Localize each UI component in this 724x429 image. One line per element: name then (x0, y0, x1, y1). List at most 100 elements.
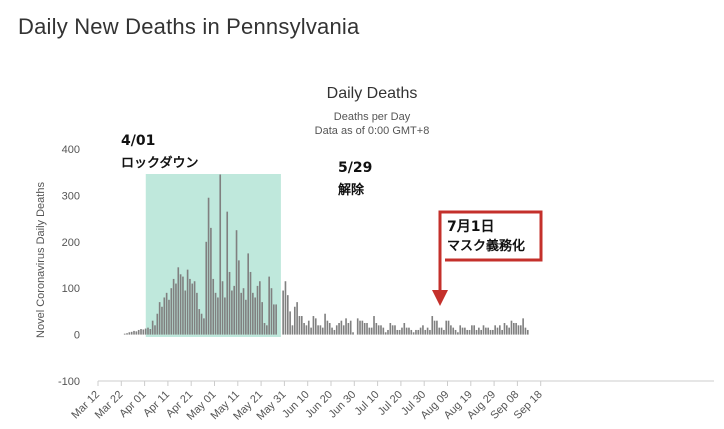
bar (417, 329, 420, 335)
bar (163, 297, 166, 335)
bar (389, 323, 392, 335)
bar (496, 327, 499, 335)
bar (231, 290, 233, 335)
bar (464, 327, 466, 335)
bar (489, 329, 492, 335)
bar (482, 325, 485, 335)
bar (161, 306, 163, 335)
y-tick-label: -100 (58, 376, 80, 388)
bar (342, 325, 345, 335)
mask-mandate-label: マスク義務化 (447, 239, 526, 254)
bar (126, 333, 128, 335)
bar (207, 197, 210, 335)
bar (189, 278, 191, 335)
bar (147, 327, 149, 335)
lockdown-lift-label: 解除 (338, 183, 365, 198)
bar (254, 297, 256, 335)
bar (212, 278, 215, 335)
bar (450, 325, 452, 335)
bar (452, 327, 455, 335)
bar (370, 327, 373, 335)
bar (135, 331, 138, 335)
bar (494, 325, 496, 335)
bar (445, 320, 448, 335)
bar (217, 297, 219, 335)
bar (270, 288, 273, 335)
bar (512, 323, 515, 335)
bar (200, 313, 203, 335)
bar (503, 323, 506, 335)
bar (196, 292, 198, 335)
bar (396, 329, 399, 335)
bar (461, 327, 464, 335)
bar (403, 323, 406, 335)
bar (410, 329, 413, 335)
bar (419, 327, 422, 335)
bar (273, 304, 275, 335)
bar (154, 325, 156, 335)
bar (289, 311, 291, 335)
bar (137, 329, 140, 335)
bar (198, 309, 201, 335)
bar (130, 331, 133, 335)
bar (519, 325, 522, 335)
bar (431, 316, 434, 335)
bar (321, 327, 324, 335)
bar (429, 329, 431, 335)
bar (324, 313, 326, 335)
bar (170, 288, 173, 335)
bar (149, 329, 152, 335)
bar (468, 329, 471, 335)
bar (240, 292, 243, 335)
bar (291, 325, 294, 335)
y-tick-label: 300 (62, 190, 80, 202)
bar (398, 329, 401, 335)
bar (394, 325, 396, 335)
bar (275, 304, 277, 335)
bar (226, 211, 229, 335)
bar (235, 230, 238, 335)
chart-subtitle: Deaths per Day (334, 111, 411, 123)
bar (224, 297, 226, 335)
bar (168, 299, 170, 335)
bar (310, 327, 312, 335)
bar-series (123, 174, 529, 335)
bar (506, 325, 508, 335)
chart-title: Daily Deaths (327, 85, 418, 102)
bar (438, 327, 441, 335)
bar (366, 323, 368, 335)
x-tick-label: Jul 10 (352, 389, 381, 418)
bar (205, 241, 208, 335)
bar (193, 281, 196, 335)
bar (179, 274, 182, 335)
y-tick-label: 0 (74, 330, 80, 342)
bar (384, 332, 387, 335)
bar (368, 327, 371, 335)
y-axis-label: Novel Coronavirus Daily Deaths (35, 182, 47, 338)
bar (266, 325, 268, 335)
bar (347, 323, 350, 335)
bar (177, 267, 180, 335)
bar (184, 290, 187, 335)
bar (133, 330, 135, 335)
bar (426, 327, 429, 335)
bar (252, 292, 254, 335)
bar (485, 327, 487, 335)
bar (326, 320, 329, 335)
bar (144, 328, 147, 335)
bar (331, 327, 333, 335)
bar (457, 332, 459, 335)
bar (261, 302, 263, 335)
bar (333, 329, 336, 335)
x-tick-label: Jul 20 (376, 389, 405, 418)
bar (375, 323, 378, 335)
bar (203, 318, 205, 335)
chart-subtitle-date: Data as of 0:00 GMT+8 (315, 125, 430, 137)
arrow-head-icon (432, 290, 448, 306)
bar (123, 333, 126, 335)
bar (328, 323, 331, 335)
bar (338, 323, 340, 335)
bar (440, 327, 443, 335)
bar (214, 292, 217, 335)
bar (508, 327, 510, 335)
